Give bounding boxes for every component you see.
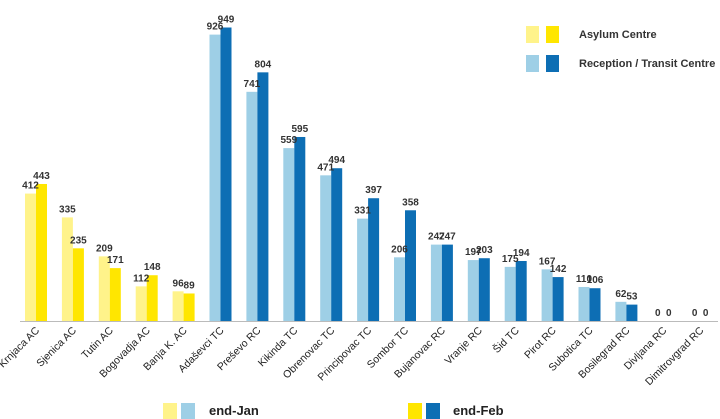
legend-reception-swatch-feb — [546, 55, 559, 72]
value-label-jan-12: 197 — [465, 247, 482, 258]
value-label-jan-10: 206 — [391, 244, 408, 255]
value-label-jan-15: 110 — [576, 274, 593, 285]
category-label-14: Pirot RC — [522, 324, 559, 361]
bar-feb-5 — [220, 27, 232, 321]
value-label-jan-2: 209 — [96, 243, 113, 254]
bar-jan-2 — [98, 256, 110, 321]
bar-feb-10 — [405, 210, 416, 321]
bar-jan-15 — [578, 286, 590, 321]
category-label-13: Šid TC — [490, 324, 522, 356]
legend-jan-label: end-Jan — [209, 403, 259, 418]
value-label-feb-5: 949 — [218, 15, 235, 26]
value-label-feb-13: 194 — [513, 248, 530, 259]
legend-jan-swatch-reception — [181, 403, 195, 419]
bar-jan-14 — [541, 269, 553, 321]
value-label-jan-13: 175 — [502, 254, 519, 265]
value-label-jan-17: 0 — [655, 308, 661, 319]
legend-bottom: end-Jan end-Feb — [163, 403, 504, 419]
value-label-feb-10: 358 — [402, 197, 419, 208]
bar-feb-7 — [294, 136, 306, 321]
bars-group — [25, 27, 638, 321]
category-label-12: Vranje RC — [442, 324, 485, 367]
legend-reception-label: Reception / Transit Centre — [579, 58, 715, 70]
value-label-jan-5: 926 — [207, 22, 224, 33]
legend-top: Asylum Centre Reception / Transit Centre — [526, 26, 715, 72]
bar-feb-1 — [72, 248, 84, 321]
value-label-jan-6: 741 — [244, 79, 261, 90]
legend-feb-swatch-reception — [426, 403, 440, 419]
value-label-jan-16: 62 — [615, 289, 627, 300]
bar-jan-6 — [246, 91, 258, 321]
value-label-jan-3: 112 — [133, 273, 150, 284]
value-label-feb-7: 595 — [291, 124, 308, 135]
value-label-feb-3: 148 — [144, 262, 161, 273]
value-label-jan-4: 96 — [173, 278, 185, 289]
legend-feb-label: end-Feb — [453, 403, 504, 418]
bar-jan-4 — [172, 291, 184, 321]
bar-feb-3 — [146, 275, 158, 321]
value-label-feb-12: 203 — [476, 245, 493, 256]
bar-jan-10 — [394, 257, 405, 321]
value-label-jan-8: 471 — [317, 162, 334, 173]
value-label-feb-14: 142 — [550, 264, 567, 275]
bar-feb-13 — [515, 261, 527, 321]
bar-feb-15 — [589, 288, 601, 321]
value-label-feb-15: 106 — [587, 275, 604, 286]
value-label-feb-6: 804 — [255, 59, 272, 70]
legend-feb-swatch-asylum — [408, 403, 422, 419]
value-label-feb-1: 235 — [70, 235, 87, 246]
value-label-jan-18: 0 — [692, 308, 698, 319]
legend-jan-swatch-asylum — [163, 403, 177, 419]
bar-jan-0 — [25, 193, 36, 321]
bar-feb-16 — [626, 304, 638, 321]
value-label-feb-16: 53 — [626, 292, 638, 303]
legend-asylum-label: Asylum Centre — [579, 29, 657, 41]
value-label-jan-9: 331 — [354, 206, 371, 217]
bar-jan-5 — [209, 34, 221, 321]
value-label-jan-11: 247 — [428, 232, 445, 243]
value-label-feb-11: 247 — [439, 232, 456, 243]
bar-jan-16 — [615, 301, 627, 321]
bar-feb-9 — [368, 198, 380, 321]
legend-asylum-swatch-feb — [546, 26, 559, 43]
bar-feb-6 — [257, 72, 269, 321]
bar-feb-11 — [441, 244, 453, 321]
value-label-jan-0: 412 — [22, 181, 39, 192]
bar-jan-1 — [61, 217, 73, 321]
bar-jan-9 — [357, 218, 369, 321]
bar-jan-12 — [467, 260, 479, 321]
value-label-jan-14: 167 — [539, 256, 556, 267]
value-label-feb-2: 171 — [107, 255, 124, 266]
value-label-feb-17: 0 — [666, 308, 672, 319]
value-label-jan-1: 335 — [59, 204, 76, 215]
value-label-feb-9: 397 — [365, 185, 382, 196]
value-label-feb-8: 494 — [328, 155, 345, 166]
bar-feb-2 — [109, 268, 121, 321]
value-label-feb-18: 0 — [703, 308, 709, 319]
bar-jan-3 — [135, 286, 147, 321]
bar-jan-11 — [430, 244, 442, 321]
category-label-2: Tutin AC — [79, 324, 116, 361]
bar-feb-14 — [552, 277, 564, 321]
legend-asylum-swatch-jan — [526, 26, 539, 43]
category-label-1: Sjenica AC — [34, 324, 79, 369]
bar-jan-13 — [504, 266, 516, 321]
bar-feb-0 — [36, 183, 47, 321]
value-label-jan-7: 559 — [280, 135, 297, 146]
bar-feb-8 — [331, 168, 343, 321]
legend-reception-swatch-jan — [526, 55, 539, 72]
bar-feb-4 — [183, 293, 195, 321]
value-label-feb-4: 89 — [184, 280, 196, 291]
value-label-feb-0: 443 — [33, 171, 50, 182]
bar-feb-12 — [478, 258, 490, 321]
bar-jan-8 — [320, 175, 332, 321]
bar-jan-7 — [283, 148, 295, 321]
